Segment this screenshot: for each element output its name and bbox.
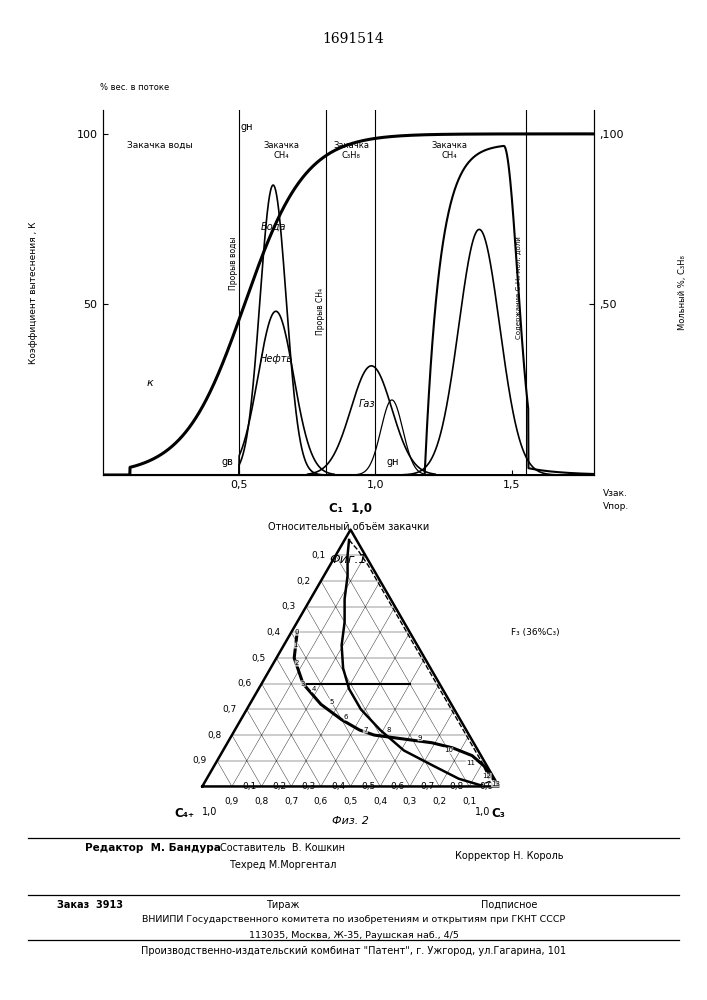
Text: 0,4: 0,4 bbox=[267, 628, 281, 637]
Text: Закачка воды: Закачка воды bbox=[127, 141, 192, 150]
Text: % вес. в потоке: % вес. в потоке bbox=[100, 83, 169, 92]
Text: Содержание C₃H₈ мол. доли: Содержание C₃H₈ мол. доли bbox=[515, 236, 522, 339]
Text: 0,9: 0,9 bbox=[479, 782, 493, 791]
Text: 3: 3 bbox=[301, 681, 305, 687]
Text: Газ: Газ bbox=[359, 399, 375, 409]
Text: 0,2: 0,2 bbox=[272, 782, 286, 791]
Text: Нефть: Нефть bbox=[259, 354, 293, 364]
Text: C₄₊: C₄₊ bbox=[175, 807, 194, 820]
Text: Составитель  В. Кошкин: Составитель В. Кошкин bbox=[221, 843, 345, 853]
Text: 0,2: 0,2 bbox=[433, 797, 447, 806]
Text: 0,3: 0,3 bbox=[302, 782, 316, 791]
Text: Подписное: Подписное bbox=[481, 900, 537, 910]
Text: 5: 5 bbox=[329, 699, 334, 705]
Text: 1691514: 1691514 bbox=[322, 32, 385, 46]
Text: gн: gн bbox=[387, 457, 399, 467]
Text: Редактор  М. Бандура: Редактор М. Бандура bbox=[85, 843, 221, 853]
Text: Vзак.: Vзак. bbox=[603, 489, 628, 498]
Text: gн: gн bbox=[240, 122, 253, 132]
Text: 7: 7 bbox=[363, 727, 368, 733]
Text: 0,9: 0,9 bbox=[192, 756, 206, 765]
Text: Относительный объём закачки: Относительный объём закачки bbox=[267, 522, 429, 532]
Text: 0,6: 0,6 bbox=[314, 797, 328, 806]
Text: 0: 0 bbox=[295, 629, 299, 635]
Text: Фиг.1: Фиг.1 bbox=[329, 553, 367, 566]
Text: 11: 11 bbox=[466, 760, 475, 766]
Text: gв: gв bbox=[221, 457, 233, 467]
Text: 113035, Москва, Ж-35, Раушская наб., 4/5: 113035, Москва, Ж-35, Раушская наб., 4/5 bbox=[249, 931, 458, 940]
Text: Прорыв воды: Прорыв воды bbox=[229, 237, 238, 290]
Text: Коэффициент вытеснения , К: Коэффициент вытеснения , К bbox=[29, 221, 38, 364]
Text: Закачка
C₃H₈: Закачка C₃H₈ bbox=[333, 141, 369, 160]
Text: Тираж: Тираж bbox=[266, 900, 300, 910]
Text: 0,4: 0,4 bbox=[373, 797, 387, 806]
Text: 0,5: 0,5 bbox=[344, 797, 358, 806]
Text: 0,6: 0,6 bbox=[390, 782, 405, 791]
Text: ВНИИПИ Государственного комитета по изобретениям и открытиям при ГКНТ СССР: ВНИИПИ Государственного комитета по изоб… bbox=[142, 915, 565, 924]
Text: 1,0: 1,0 bbox=[202, 807, 218, 817]
Text: 0,8: 0,8 bbox=[255, 797, 269, 806]
Text: 0,3: 0,3 bbox=[281, 602, 296, 611]
Text: 0,9: 0,9 bbox=[225, 797, 239, 806]
Text: C₁  1,0: C₁ 1,0 bbox=[329, 502, 372, 515]
Text: 1: 1 bbox=[293, 642, 298, 648]
Text: 0,8: 0,8 bbox=[207, 731, 221, 740]
Text: 0,1: 0,1 bbox=[462, 797, 477, 806]
Text: F₃ (36%C₃): F₃ (36%C₃) bbox=[510, 628, 559, 637]
Text: Vпор.: Vпор. bbox=[602, 502, 629, 511]
Text: 2: 2 bbox=[295, 660, 299, 666]
Text: 8: 8 bbox=[387, 727, 392, 733]
Text: Мольный %, C₃H₈: Мольный %, C₃H₈ bbox=[678, 255, 686, 330]
Text: к: к bbox=[146, 378, 153, 388]
Text: 0,1: 0,1 bbox=[311, 551, 325, 560]
Text: Заказ  3913: Заказ 3913 bbox=[57, 900, 122, 910]
Text: 6: 6 bbox=[344, 714, 349, 720]
Text: 0,3: 0,3 bbox=[403, 797, 417, 806]
Text: 0,7: 0,7 bbox=[284, 797, 298, 806]
Text: 0,8: 0,8 bbox=[450, 782, 464, 791]
Text: 0,5: 0,5 bbox=[361, 782, 375, 791]
Text: 1,0: 1,0 bbox=[474, 807, 490, 817]
Text: Корректор Н. Король: Корректор Н. Король bbox=[455, 851, 563, 861]
Text: 0,7: 0,7 bbox=[420, 782, 435, 791]
Text: 9: 9 bbox=[418, 735, 423, 741]
Text: 13: 13 bbox=[491, 781, 501, 787]
Text: 0,4: 0,4 bbox=[332, 782, 346, 791]
Text: 10: 10 bbox=[444, 747, 453, 753]
Text: C₃: C₃ bbox=[492, 807, 506, 820]
Text: Закачка
CH₄: Закачка CH₄ bbox=[431, 141, 467, 160]
Text: 4: 4 bbox=[311, 686, 315, 692]
Text: 12: 12 bbox=[482, 773, 491, 779]
Text: Техред М.Моргентал: Техред М.Моргентал bbox=[229, 860, 337, 870]
Text: Производственно-издательский комбинат "Патент", г. Ужгород, ул.Гагарина, 101: Производственно-издательский комбинат "П… bbox=[141, 946, 566, 956]
Text: 0,1: 0,1 bbox=[243, 782, 257, 791]
Text: Вода: Вода bbox=[260, 221, 286, 231]
Text: Закачка
CH₄: Закачка CH₄ bbox=[263, 141, 299, 160]
Text: 0,2: 0,2 bbox=[296, 577, 310, 586]
Text: Прорыв CH₄: Прорыв CH₄ bbox=[316, 288, 325, 335]
Text: 0,5: 0,5 bbox=[252, 654, 266, 663]
Text: Физ. 2: Физ. 2 bbox=[332, 816, 369, 826]
Text: 0,6: 0,6 bbox=[237, 679, 251, 688]
Text: 0,7: 0,7 bbox=[222, 705, 236, 714]
